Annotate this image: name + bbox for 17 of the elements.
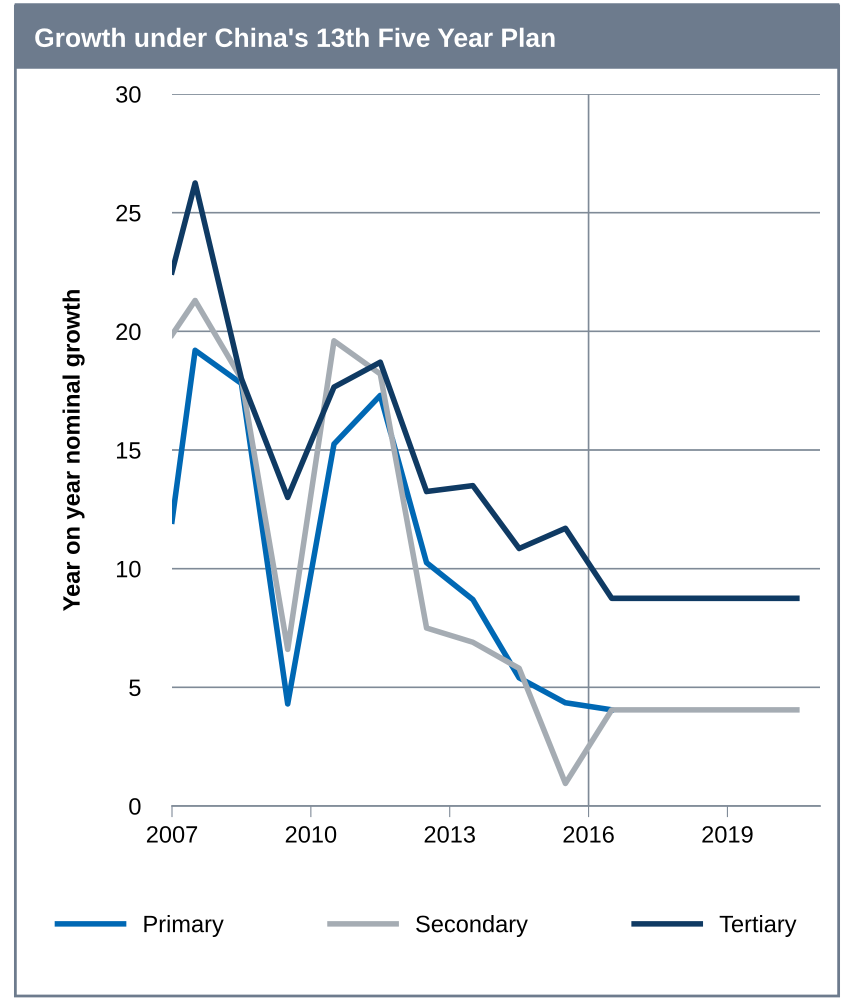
y-tick-label: 5	[129, 680, 140, 696]
y-tick-label: 0	[129, 798, 141, 815]
x-tick-label: 2016	[564, 826, 614, 843]
x-tick-label: 2013	[424, 826, 475, 843]
x-tick-label: 2007	[146, 826, 198, 843]
y-tick-label: 20	[116, 323, 141, 340]
y-tick-label: 25	[116, 204, 140, 222]
y-tick-label: 10	[116, 560, 141, 578]
y-tick-label: 15	[116, 442, 140, 459]
legend-label: Tertiary	[720, 914, 797, 938]
x-tick-label: 2019	[702, 826, 753, 843]
y-axis-title: Year on year nominal growth	[62, 290, 85, 611]
x-tick-label: 2010	[286, 826, 336, 843]
legend-label: Primary	[144, 914, 224, 938]
legend-label: Secondary	[416, 914, 528, 938]
chart-title: Growth under China's 13th Five Year Plan	[35, 28, 555, 48]
y-tick-label: 30	[116, 86, 141, 103]
